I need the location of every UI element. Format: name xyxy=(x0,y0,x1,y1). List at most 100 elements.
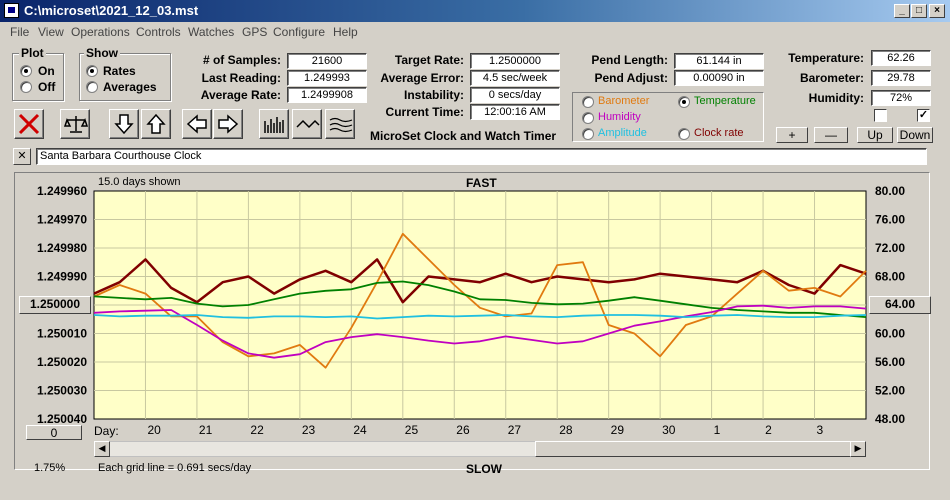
scale-minus-button[interactable]: — xyxy=(814,127,848,143)
minimize-button[interactable]: _ xyxy=(894,4,910,18)
x-tick-label: 26 xyxy=(456,423,470,437)
app-caption: MicroSet Clock and Watch Timer xyxy=(370,129,557,143)
y-left-tick-label: 1.249970 xyxy=(37,213,87,227)
menu-watches[interactable]: Watches xyxy=(188,25,235,39)
barometer-label: Barometer xyxy=(598,95,650,107)
x-tick-label: 30 xyxy=(662,423,676,437)
instability-label: Instability: xyxy=(403,88,464,102)
show-averages-radio[interactable] xyxy=(86,81,98,93)
checkbox-left[interactable] xyxy=(874,109,887,122)
barometer-radio[interactable] xyxy=(582,96,594,108)
menu-view[interactable]: View xyxy=(38,25,64,39)
menu-help[interactable]: Help xyxy=(333,25,358,39)
series-line-clock-rate xyxy=(93,258,867,304)
checkbox-right[interactable]: ✓ xyxy=(917,109,930,122)
humidity-label: Humidity xyxy=(598,111,641,123)
arrow-up-button[interactable] xyxy=(141,109,171,139)
y-left-tick-label: 1.249980 xyxy=(37,241,87,255)
amplitude-radio[interactable] xyxy=(582,128,594,140)
multi-wave-icon xyxy=(329,117,353,133)
menu-gps[interactable]: GPS xyxy=(242,25,268,39)
arrow-left-button[interactable] xyxy=(182,109,212,139)
menu-bar: File View Operations Controls Watches GP… xyxy=(0,22,950,42)
temperature-radio[interactable] xyxy=(678,96,690,108)
x-tick-label: 3 xyxy=(817,423,824,437)
scale-plus-button[interactable]: + xyxy=(776,127,808,143)
samples-label: # of Samples: xyxy=(202,53,281,67)
y-left-tick-label: 1.250020 xyxy=(37,355,87,369)
app-icon xyxy=(4,3,19,18)
average-rate-value: 1.2499908 xyxy=(287,87,367,103)
y-left-tick-label: 1.249960 xyxy=(37,184,87,198)
humidity-radio[interactable] xyxy=(582,112,594,124)
histogram-button[interactable] xyxy=(259,109,289,139)
y-right-tick-label: 52.00 xyxy=(875,384,905,398)
balance-button[interactable] xyxy=(60,109,90,139)
y-left-tick-label: 1.250040 xyxy=(37,412,87,426)
menu-operations[interactable]: Operations xyxy=(71,25,130,39)
y-left-tick-label: 1.249990 xyxy=(37,270,87,284)
arrow-right-button[interactable] xyxy=(213,109,243,139)
wave-button[interactable] xyxy=(292,109,322,139)
y-right-tick-label: 56.00 xyxy=(875,355,905,369)
scroll-left-button[interactable]: ◀ xyxy=(94,441,110,457)
target-rate-label: Target Rate: xyxy=(394,53,464,67)
menu-configure[interactable]: Configure xyxy=(273,25,326,39)
x-tick-label: 24 xyxy=(353,423,367,437)
x-tick-label: 28 xyxy=(559,423,573,437)
x-tick-label: 27 xyxy=(508,423,522,437)
scale-up-button[interactable]: Up xyxy=(857,127,893,143)
plot-on-label: On xyxy=(38,64,55,78)
close-window-button[interactable]: × xyxy=(929,4,945,18)
center-rate-button[interactable]: 1.250000 xyxy=(19,296,91,314)
series-line-barometer xyxy=(93,232,867,369)
x-tick-label: 29 xyxy=(611,423,625,437)
temperature-reading-label: Temperature: xyxy=(788,51,864,65)
delete-button[interactable] xyxy=(14,109,44,139)
plot-off-radio[interactable] xyxy=(20,81,32,93)
clock-rate-radio[interactable] xyxy=(678,128,690,140)
clock-name-input[interactable]: Santa Barbara Courthouse Clock xyxy=(36,148,927,165)
plot-on-radio[interactable] xyxy=(20,65,32,77)
show-group-title: Show xyxy=(84,46,120,60)
pend-adjust-value: 0.00090 in xyxy=(674,70,764,86)
y-right-tick-label: 48.00 xyxy=(875,412,905,426)
target-rate-value: 1.2500000 xyxy=(470,53,560,69)
pend-length-label: Pend Length: xyxy=(591,53,668,67)
scale-down-button[interactable]: Down xyxy=(897,127,933,143)
barometer-reading-value: 29.78 xyxy=(871,70,931,86)
show-rates-radio[interactable] xyxy=(86,65,98,77)
temperature-label: Temperature xyxy=(694,95,756,107)
center-temp-button[interactable]: 64.00 xyxy=(869,296,931,314)
x-tick-label: 22 xyxy=(250,423,264,437)
scroll-position-button[interactable]: 0 xyxy=(26,425,82,440)
y-right-tick-label: 60.00 xyxy=(875,327,905,341)
menu-file[interactable]: File xyxy=(10,25,30,39)
scroll-right-button[interactable]: ▶ xyxy=(850,441,866,457)
barometer-reading-label: Barometer: xyxy=(799,71,864,85)
arrow-down-button[interactable] xyxy=(109,109,139,139)
pend-adjust-label: Pend Adjust: xyxy=(594,71,668,85)
y-right-tick-label: 76.00 xyxy=(875,213,905,227)
y-left-tick-label: 1.250030 xyxy=(37,384,87,398)
maximize-button[interactable]: □ xyxy=(911,4,927,18)
current-time-label: Current Time: xyxy=(385,105,464,119)
instability-value: 0 secs/day xyxy=(470,87,560,103)
average-rate-label: Average Rate: xyxy=(200,88,281,102)
current-time-value: 12:00:16 AM xyxy=(470,104,560,120)
humidity-reading-label: Humidity: xyxy=(808,91,864,105)
multi-wave-button[interactable] xyxy=(325,109,355,139)
arrow-up-icon xyxy=(146,113,166,134)
average-error-label: Average Error: xyxy=(380,71,464,85)
last-reading-label: Last Reading: xyxy=(201,71,281,85)
show-group xyxy=(79,53,171,101)
delete-icon xyxy=(18,113,40,135)
series-line-humidity xyxy=(93,304,867,359)
menu-controls[interactable]: Controls xyxy=(136,25,181,39)
title-bar: C:\microset\2021_12_03.mst _ □ × xyxy=(0,0,950,22)
clear-clock-button[interactable]: ✕ xyxy=(13,148,31,165)
x-tick-label: 20 xyxy=(147,423,161,437)
average-error-value: 4.5 sec/week xyxy=(470,70,560,86)
sensor-select-box xyxy=(572,92,764,142)
